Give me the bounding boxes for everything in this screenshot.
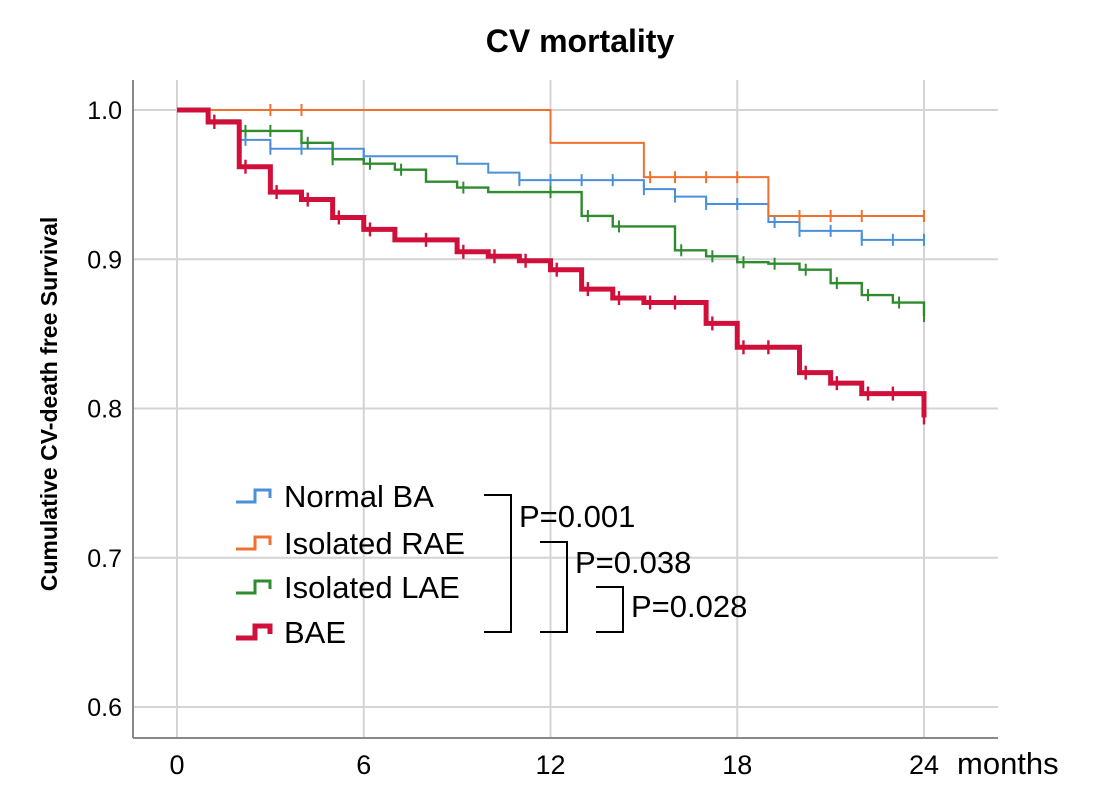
survival-line-isolated-lae (177, 108, 926, 316)
chart-title: CV mortality (486, 23, 675, 59)
x-tick-label-3: 18 (722, 750, 752, 780)
x-axis-unit-label: months (957, 746, 1059, 781)
legend-swatch-normal-ba (236, 488, 272, 504)
bracket-normal-vs-bae (484, 494, 512, 633)
survival-line-bae (177, 107, 927, 418)
y-tick-label-2: 0.8 (87, 396, 122, 424)
x-tick-label-1: 6 (356, 750, 371, 780)
x-tick-label-4: 24 (909, 750, 939, 780)
legend-label-bae: BAE (284, 615, 346, 650)
legend-swatch-isolated-lae (236, 579, 272, 595)
y-tick-label-1: 0.7 (87, 545, 122, 573)
y-tick-label-4: 1.0 (87, 97, 122, 125)
p-value-brackets: P=0.001 P=0.038 P=0.028 (484, 494, 747, 633)
bracket-lae-vs-bae (596, 586, 624, 633)
p-value-3: P=0.028 (631, 589, 747, 624)
bracket-rae-vs-bae (540, 541, 568, 633)
tick-labels: 0 6 12 18 24 0.6 0.7 0.8 0.9 1.0 (87, 97, 939, 780)
series-isolated-rae (177, 104, 925, 222)
y-tick-label-3: 0.9 (87, 246, 122, 274)
legend-label-isolated-lae: Isolated LAE (284, 570, 460, 605)
legend-swatch-isolated-rae (236, 535, 272, 551)
y-axis-label: Cumulative CV-death free Survival (36, 217, 62, 592)
legend-swatch-bae (236, 623, 273, 641)
x-tick-label-0: 0 (169, 750, 184, 780)
survival-line-isolated-rae (177, 109, 924, 217)
x-tick-label-2: 12 (535, 750, 565, 780)
p-value-1: P=0.001 (519, 499, 635, 534)
axes (132, 80, 998, 739)
legend-label-isolated-rae: Isolated RAE (284, 526, 465, 561)
legend-label-normal-ba: Normal BA (284, 479, 434, 514)
legend: Normal BA Isolated RAE Isolated LAE BAE (236, 479, 465, 650)
y-tick-label-0: 0.6 (87, 694, 122, 722)
gridlines (133, 80, 998, 738)
series-isolated-lae (177, 108, 926, 322)
plot-series (177, 104, 927, 425)
series-bae (177, 107, 927, 425)
p-value-2: P=0.038 (575, 545, 691, 580)
